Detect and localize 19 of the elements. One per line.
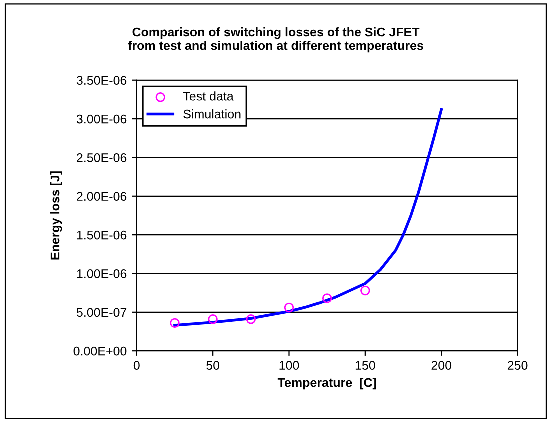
x-tick-label: 200: [432, 361, 452, 370]
legend-label: Simulation: [184, 110, 241, 119]
legend-label: Test data: [183, 92, 234, 101]
y-tick-label: 3.50E-06: [76, 76, 127, 86]
y-tick-label: 1.50E-06: [77, 230, 127, 240]
x-tick-label: 250: [508, 361, 528, 370]
y-tick-label: 3.00E-06: [76, 114, 127, 124]
y-tick-label: 1.00E-06: [77, 270, 127, 278]
y-tick-label: 5.00E-07: [76, 308, 127, 318]
x-tick-label: 150: [356, 361, 376, 370]
y-axis-title: Energy loss [J]: [50, 172, 62, 260]
chart-title: Comparison of switching losses of the SiC JFET from test and simulation at different temperatures: [128, 27, 424, 53]
y-tick-label: 2.50E-06: [77, 154, 127, 162]
y-tick-label: 0.00E+00: [74, 346, 127, 356]
x-tick-label: 100: [280, 361, 300, 370]
y-tick-label: 2.00E-06: [77, 192, 127, 202]
x-tick-label: 0: [134, 361, 140, 370]
x-tick-label: 50: [206, 361, 220, 370]
x-axis-title: Temperature [C]: [278, 378, 376, 390]
